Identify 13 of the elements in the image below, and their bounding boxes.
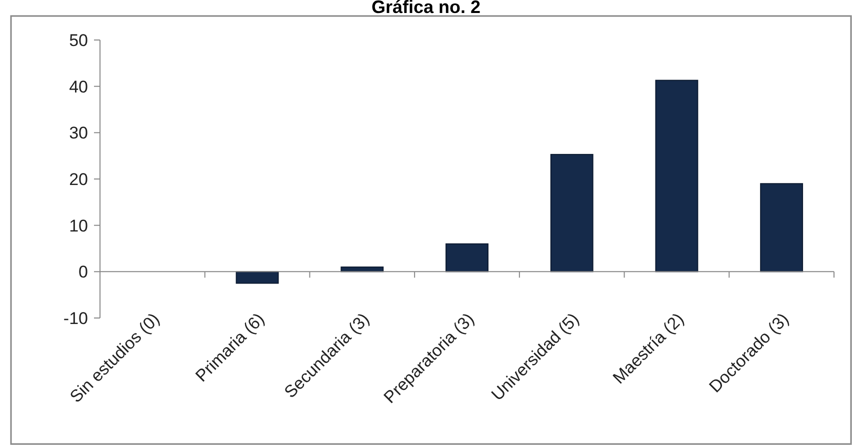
bar [655, 80, 698, 272]
y-tick-label: 50 [69, 30, 88, 50]
bar [760, 183, 804, 272]
y-tick-label: 20 [69, 170, 88, 189]
y-tick-label: 30 [69, 124, 88, 143]
bar [446, 243, 488, 272]
bar [236, 271, 279, 284]
y-tick-label: -10 [63, 308, 88, 328]
y-tick-label: 40 [69, 77, 88, 96]
y-tick-label: 0 [78, 262, 88, 282]
y-tick-label: 10 [69, 216, 88, 236]
chart-title: Gráfica no. 2 [371, 0, 481, 17]
bar [550, 154, 594, 272]
